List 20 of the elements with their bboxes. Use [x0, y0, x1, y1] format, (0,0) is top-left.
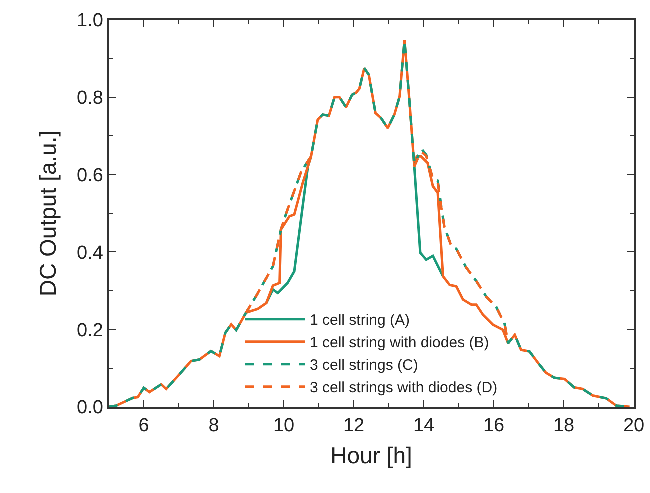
- y-tick-label: 0.6: [77, 165, 104, 186]
- legend-label: 3 cell strings with diodes (D): [310, 380, 498, 397]
- x-axis-title: Hour [h]: [330, 442, 412, 469]
- x-tick-label: 8: [208, 416, 220, 437]
- y-tick-label: 0.0: [77, 398, 104, 419]
- legend-label: 1 cell string with diodes (B): [310, 334, 490, 352]
- y-tick-label: 0.2: [77, 320, 104, 342]
- y-tick-label: 0.4: [77, 242, 104, 264]
- y-tick-label: 0.8: [77, 88, 104, 110]
- x-tick-label: 16: [483, 416, 505, 437]
- legend-label: 3 cell strings (C): [310, 357, 418, 374]
- x-tick-label: 10: [273, 416, 295, 437]
- x-tick-label: 6: [138, 416, 150, 437]
- y-tick-label: 1.0: [77, 10, 104, 32]
- x-tick-label: 20: [623, 416, 645, 437]
- x-tick-label: 12: [343, 416, 365, 437]
- legend-label: 1 cell string (A): [310, 312, 410, 330]
- y-axis-title: DC Output [a.u.]: [34, 130, 61, 297]
- x-tick-label: 14: [413, 416, 435, 437]
- x-tick-label: 18: [553, 416, 575, 437]
